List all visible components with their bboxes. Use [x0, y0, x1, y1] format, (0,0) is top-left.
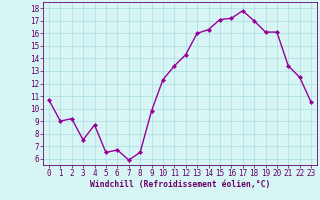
X-axis label: Windchill (Refroidissement éolien,°C): Windchill (Refroidissement éolien,°C) — [90, 180, 270, 189]
